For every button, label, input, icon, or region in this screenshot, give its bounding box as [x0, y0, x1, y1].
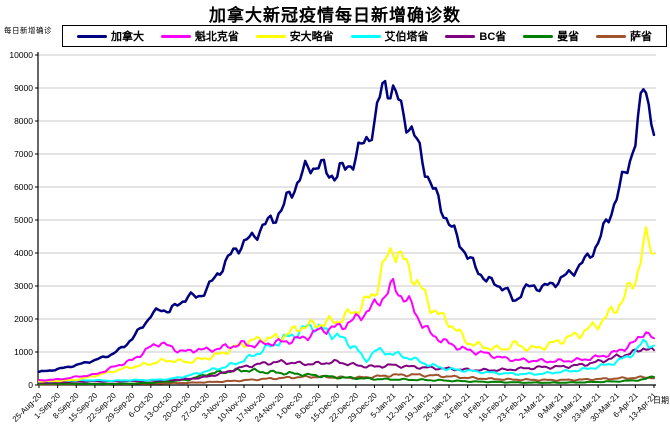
legend-line-swatch: [255, 34, 286, 38]
legend-line-swatch: [350, 34, 381, 38]
y-tick-label: 5000: [14, 215, 33, 225]
x-axis-title: 日期: [653, 396, 669, 405]
legend-label: 加拿大: [111, 31, 144, 43]
y-tick-label: 2000: [14, 314, 33, 324]
legend-line-swatch: [523, 34, 554, 38]
legend-label: 魁北克省: [194, 31, 239, 43]
legend-item-0: 加拿大: [77, 28, 144, 44]
y-tick-label: 3000: [14, 281, 33, 291]
y-tick-label: 10000: [9, 50, 33, 60]
legend-label: 艾伯塔省: [384, 31, 429, 43]
legend-item-1: 魁北克省: [160, 28, 239, 44]
chart-title: 加拿大新冠疫情每日新增确诊数: [209, 6, 461, 25]
series-line-2: [38, 226, 655, 383]
legend-line-swatch: [77, 34, 107, 38]
legend-item-5: 曼省: [523, 28, 579, 44]
series-line-5: [38, 367, 655, 386]
legend-item-6: 萨省: [595, 28, 652, 44]
y-tick-label: 0: [28, 380, 33, 390]
series-line-0: [37, 79, 656, 374]
y-tick-label: 7000: [14, 149, 33, 159]
series-line-3: [38, 323, 655, 383]
y-tick-label: 1000: [14, 347, 33, 357]
y-tick-label: 4000: [14, 248, 33, 258]
series-line-1: [38, 277, 655, 382]
legend-item-2: 安大略省: [255, 28, 334, 44]
legend-item-4: BC省: [445, 28, 506, 44]
legend-label: BC省: [479, 31, 507, 43]
legend-item-3: 艾伯塔省: [350, 28, 429, 44]
legend-line-swatch: [445, 34, 476, 38]
legend: 加拿大 魁北克省 安大略省 艾伯塔省 BC省 曼省 萨省: [62, 25, 667, 47]
legend-line-swatch: [160, 34, 191, 38]
y-tick-label: 8000: [14, 116, 33, 126]
legend-label: 曼省: [557, 31, 580, 43]
legend-line-swatch: [595, 34, 626, 38]
legend-label: 安大略省: [289, 31, 334, 43]
y-tick-label: 6000: [14, 182, 33, 192]
legend-label: 萨省: [629, 31, 652, 43]
y-tick-label: 9000: [14, 83, 33, 93]
y-axis-title: 每日新增确诊: [4, 26, 52, 35]
